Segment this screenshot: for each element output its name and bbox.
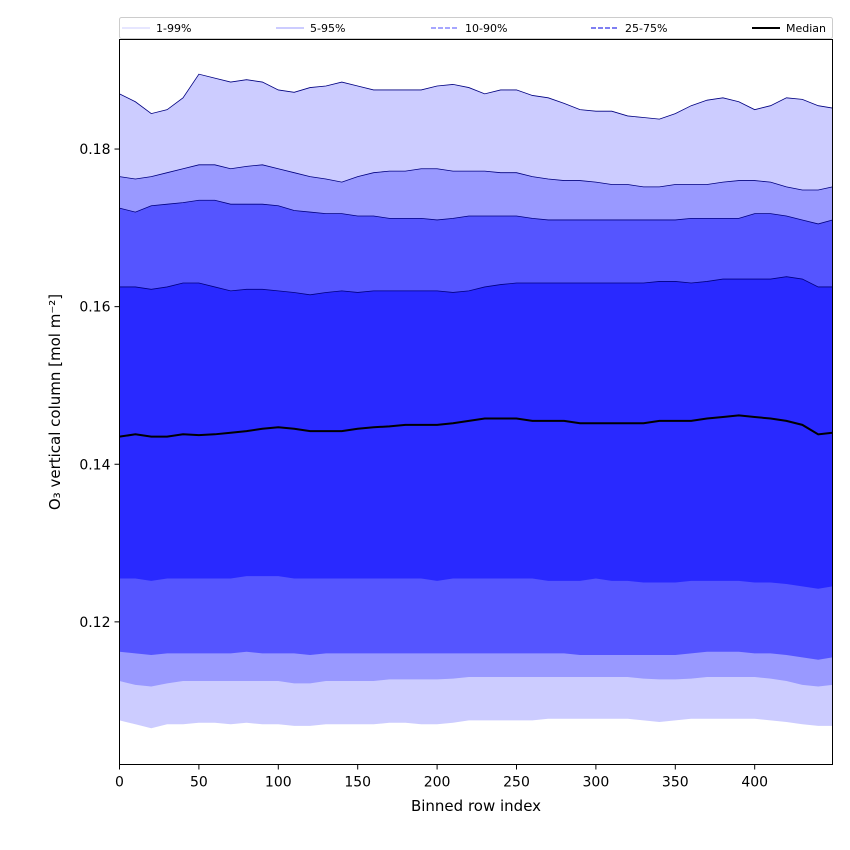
legend-frame bbox=[119, 17, 833, 39]
x-tick-label: 400 bbox=[741, 775, 768, 791]
x-tick-label: 350 bbox=[662, 775, 689, 791]
legend: 1-99% 5-95% 10-90% 25-75% Median bbox=[119, 17, 833, 39]
median-line bbox=[119, 414, 833, 438]
y-tick-label: 0.18 bbox=[79, 142, 110, 158]
legend-label-1-99%: 1-99% bbox=[156, 22, 191, 35]
median-layer bbox=[119, 414, 833, 438]
plot-frame bbox=[119, 39, 833, 765]
band-edge-1-99% bbox=[119, 73, 833, 120]
band-edge-10-90% bbox=[119, 199, 833, 225]
x-tick-label: 300 bbox=[583, 775, 610, 791]
percentile-bands bbox=[119, 73, 833, 729]
x-axis-ticks: 0 50 100 150 200 250 300 350 400 bbox=[115, 764, 768, 791]
band-25-75% bbox=[119, 276, 833, 589]
y-axis-ticks: 0.12 0.14 0.16 0.18 bbox=[79, 142, 120, 631]
y-axis-title: O₃ vertical column [mol m⁻²] bbox=[46, 294, 64, 510]
y-tick-label: 0.12 bbox=[79, 615, 110, 631]
x-tick-label: 150 bbox=[344, 775, 371, 791]
x-tick-label: 50 bbox=[190, 775, 208, 791]
y-tick-label: 0.16 bbox=[79, 300, 110, 316]
x-tick-label: 0 bbox=[115, 775, 124, 791]
legend-label-5-95%: 5-95% bbox=[310, 22, 345, 35]
band-edge-5-95% bbox=[119, 164, 833, 191]
legend-label-10-90%: 10-90% bbox=[465, 22, 507, 35]
legend-label-Median: Median bbox=[786, 22, 826, 35]
legend-label-25-75%: 25-75% bbox=[625, 22, 667, 35]
y-tick-label: 0.14 bbox=[79, 457, 110, 473]
x-tick-label: 250 bbox=[503, 775, 530, 791]
band-edge-25-75% bbox=[119, 276, 833, 296]
x-tick-label: 200 bbox=[424, 775, 451, 791]
x-tick-label: 100 bbox=[265, 775, 292, 791]
x-axis-title: Binned row index bbox=[411, 797, 541, 815]
